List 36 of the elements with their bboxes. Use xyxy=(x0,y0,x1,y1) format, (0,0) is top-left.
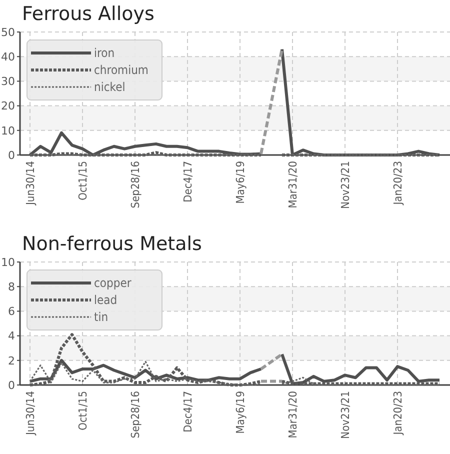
x-tick-label: Nov23/21 xyxy=(339,161,352,209)
y-tick-label: 30 xyxy=(1,75,15,88)
x-tick-label: Oct1/15 xyxy=(76,161,90,200)
x-tick-label: Jun30/14 xyxy=(24,391,37,436)
y-tick-label: 8 xyxy=(8,280,15,294)
y-tick-label: 0 xyxy=(8,148,15,162)
y-tick-label: 2 xyxy=(8,354,15,368)
x-tick-label: Jan20/23 xyxy=(392,161,404,206)
x-tick-label: May6/19 xyxy=(234,391,247,434)
x-tick-label: Dec4/17 xyxy=(182,161,194,202)
legend-label: nickel xyxy=(94,80,126,94)
legend-label: iron xyxy=(94,46,115,60)
y-tick-label: 10 xyxy=(1,124,15,138)
legend-label: tin xyxy=(94,310,108,324)
x-tick-label: Nov23/21 xyxy=(339,391,352,439)
x-tick-label: Jun30/14 xyxy=(24,161,37,206)
y-tick-label: 50 xyxy=(1,26,15,39)
x-tick-label: Jan20/23 xyxy=(392,391,404,436)
y-tick-label: 40 xyxy=(1,50,15,64)
chart-title: Ferrous Alloys xyxy=(22,3,154,25)
legend-label: chromium xyxy=(94,63,148,78)
x-tick-label: Oct1/15 xyxy=(76,391,90,430)
y-tick-label: 4 xyxy=(8,330,15,343)
x-tick-label: May6/19 xyxy=(234,161,247,204)
x-tick-label: Sep28/16 xyxy=(129,161,142,208)
y-tick-label: 6 xyxy=(8,305,15,318)
legend-label: copper xyxy=(94,276,132,290)
y-tick-label: 0 xyxy=(8,378,15,392)
chart-title: Non-ferrous Metals xyxy=(22,233,202,255)
x-tick-label: Dec4/17 xyxy=(182,391,194,432)
legend-label: lead xyxy=(94,293,118,308)
x-tick-label: Mar31/20 xyxy=(286,161,300,208)
y-tick-label: 20 xyxy=(1,100,15,113)
x-tick-label: Mar31/20 xyxy=(286,391,300,438)
x-tick-label: Sep28/16 xyxy=(129,391,142,438)
y-tick-label: 10 xyxy=(1,256,15,269)
